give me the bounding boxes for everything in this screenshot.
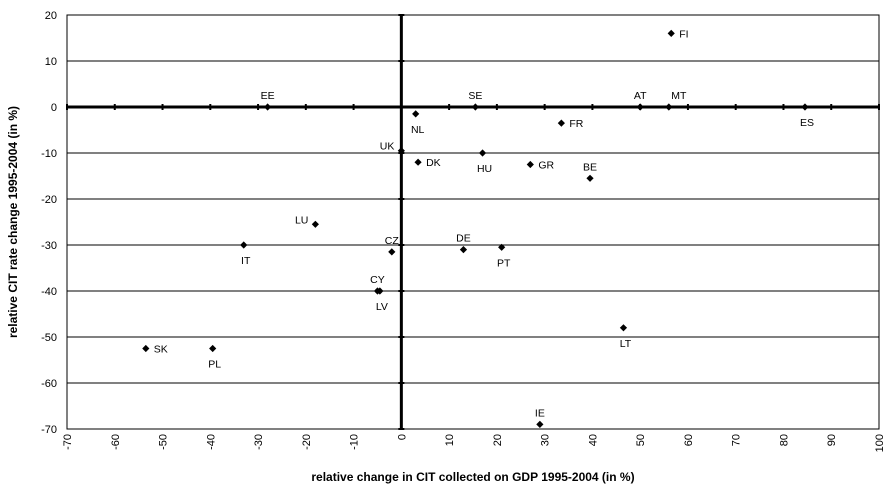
data-point — [414, 158, 422, 166]
x-tick-label: 90 — [826, 434, 838, 446]
x-tick-label: -20 — [301, 434, 313, 450]
data-label: SK — [154, 344, 168, 356]
data-point — [619, 324, 628, 332]
plot-area — [66, 14, 880, 430]
data-point — [667, 29, 675, 37]
data-label: EE — [261, 90, 275, 102]
data-label: DK — [426, 157, 441, 169]
data-point — [586, 174, 594, 182]
data-point — [471, 103, 479, 111]
x-tick-label: -30 — [253, 434, 265, 450]
y-tick-label: 0 — [51, 102, 57, 114]
data-point — [526, 160, 534, 169]
data-point — [636, 103, 644, 111]
data-point — [142, 344, 150, 353]
data-point — [240, 241, 248, 249]
x-tick-label: 40 — [587, 434, 599, 446]
data-label: PT — [497, 257, 511, 269]
data-label: FR — [569, 118, 583, 130]
data-label: LV — [376, 301, 388, 313]
data-point — [459, 246, 468, 254]
x-tick-label: 20 — [492, 434, 504, 446]
data-label: LT — [620, 338, 632, 350]
x-tick-label: 70 — [731, 434, 743, 446]
data-point — [397, 147, 405, 155]
data-label: BE — [583, 161, 597, 173]
data-point — [557, 119, 565, 127]
data-point — [209, 344, 217, 353]
y-tick-label: -20 — [41, 194, 57, 206]
y-tick-label: -60 — [41, 378, 57, 390]
data-point — [478, 149, 487, 157]
y-axis-title: relative CIT rate change 1995-2004 (in %… — [6, 106, 20, 338]
data-point — [536, 420, 544, 428]
data-label: LU — [295, 214, 308, 226]
x-tick-label: 0 — [396, 434, 408, 440]
data-point — [665, 103, 673, 111]
data-points: FI AT MT ES EE SE NL UK DK HU GR FR BE LU IT CZ DE PT CY LV… — [142, 28, 814, 428]
data-point — [264, 103, 272, 111]
data-point — [388, 248, 396, 256]
data-label: NL — [411, 124, 425, 136]
data-label: FI — [679, 28, 688, 40]
x-tick-label: -10 — [349, 434, 361, 450]
data-label: UK — [380, 141, 395, 153]
data-label: MT — [671, 90, 687, 102]
data-label: ES — [800, 117, 814, 129]
x-tick-label: 30 — [540, 434, 552, 446]
data-label: CY — [370, 274, 385, 286]
data-point — [412, 110, 420, 118]
data-label: DE — [456, 233, 471, 245]
gridlines — [67, 14, 879, 430]
x-tick-label: -50 — [158, 434, 170, 450]
axes — [66, 14, 880, 430]
data-label: CZ — [385, 235, 400, 247]
x-tick-label: -40 — [205, 434, 217, 450]
x-tick-label: -70 — [62, 434, 74, 450]
y-tick-label: -70 — [41, 424, 57, 436]
x-tick-label: 50 — [635, 434, 647, 446]
y-tick-label: 20 — [45, 10, 57, 22]
x-tick-label: 100 — [874, 434, 883, 452]
data-label: IE — [535, 407, 545, 419]
data-point — [498, 243, 506, 251]
x-tick-label: 80 — [778, 434, 790, 446]
y-tick-label: -40 — [41, 286, 57, 298]
data-label: IT — [241, 255, 251, 267]
x-tick-label: -60 — [110, 434, 122, 450]
y-tick-label: -10 — [41, 148, 57, 160]
data-point — [801, 103, 809, 111]
y-tick-label: -30 — [41, 240, 57, 252]
x-tick-label: 60 — [683, 434, 695, 446]
tick-labels: -70 -60 -50 -40 -30 -20 -10 0 10 20 -70 -60 -50 -40 -3… — [41, 10, 883, 452]
data-point — [311, 220, 319, 228]
x-tick-label: 10 — [444, 434, 456, 446]
x-axis-title: relative change in CIT collected on GDP … — [311, 470, 634, 484]
y-tick-label: 10 — [45, 56, 57, 68]
data-label: HU — [477, 163, 492, 175]
data-label: GR — [538, 160, 554, 172]
data-label: AT — [634, 90, 647, 102]
data-point — [376, 287, 384, 295]
y-tick-label: -50 — [41, 332, 57, 344]
data-label: PL — [208, 359, 221, 371]
data-label: SE — [468, 90, 482, 102]
